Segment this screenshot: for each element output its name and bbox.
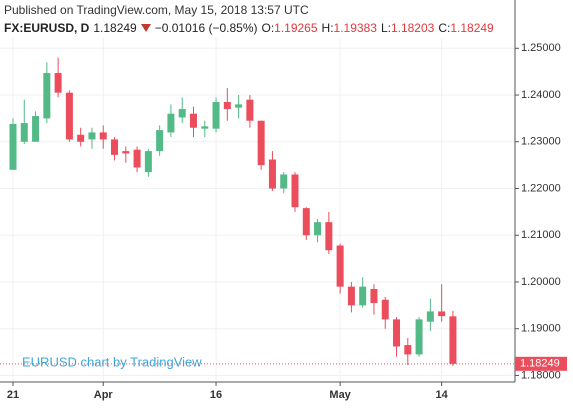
candle-body xyxy=(325,222,333,251)
candle-body xyxy=(302,208,310,236)
candle-body xyxy=(144,151,152,173)
y-tick-label: 1.25000 xyxy=(521,42,561,54)
candle-body xyxy=(426,311,434,322)
price-tag xyxy=(515,356,567,371)
o: 1.19265 xyxy=(274,21,318,35)
l: 1.18203 xyxy=(390,21,435,35)
candle-body xyxy=(336,245,344,287)
y-tick-label: 1.18000 xyxy=(521,369,561,381)
y-tick-label: 1.21000 xyxy=(521,229,561,241)
h-label: H: xyxy=(321,21,334,35)
candle-body xyxy=(54,73,62,93)
candle-body xyxy=(65,92,73,140)
candle-body xyxy=(178,109,186,118)
y-tick-label: 1.22000 xyxy=(521,182,561,194)
candle-body xyxy=(449,316,457,364)
candle-body xyxy=(393,319,401,347)
candle-body xyxy=(111,139,119,155)
down-arrow xyxy=(140,24,151,32)
x-tick-label: 21 xyxy=(7,389,19,401)
candle-body xyxy=(404,345,412,355)
candle-body xyxy=(20,123,28,142)
candle-body xyxy=(280,174,288,189)
ohlc-bar: FX:EURUSD, D 1.18249 −0.01016 (−0.85%) O… xyxy=(4,21,494,35)
x-tick-label: 16 xyxy=(210,389,222,401)
candle-body xyxy=(381,299,389,320)
candle-body xyxy=(88,132,96,140)
change: −0.01016 (−0.85%) xyxy=(154,21,258,35)
candle-body xyxy=(189,113,197,128)
candle-body xyxy=(291,174,299,208)
candle-body xyxy=(9,124,17,170)
symbol: FX:EURUSD, D xyxy=(4,21,90,35)
h: 1.19383 xyxy=(333,21,377,35)
c: 1.18249 xyxy=(450,21,494,35)
candle-body xyxy=(122,151,130,154)
y-tick-label: 1.23000 xyxy=(521,136,561,148)
x-tick-label: May xyxy=(329,389,351,401)
candle-body xyxy=(156,130,164,152)
price-tag-label: 1.18249 xyxy=(520,358,560,370)
candle-body xyxy=(268,159,276,189)
candle-body xyxy=(133,149,141,168)
y-tick-label: 1.20000 xyxy=(521,276,561,288)
x-tick-label: 14 xyxy=(436,389,449,401)
candle-body xyxy=(167,113,175,133)
candle-body xyxy=(212,102,220,129)
y-tick-label: 1.24000 xyxy=(521,89,561,101)
candle-body xyxy=(359,286,367,306)
candle-body xyxy=(246,99,254,121)
candle-body xyxy=(43,73,51,119)
candle-body xyxy=(347,286,355,306)
o-label: O: xyxy=(261,21,275,35)
candle-body xyxy=(235,104,243,108)
candle-body xyxy=(438,311,446,317)
published-note: Published on TradingView.com, May 15, 20… xyxy=(4,3,309,17)
candle-body xyxy=(314,222,322,236)
candle-body xyxy=(257,120,265,166)
candle-body xyxy=(370,288,378,304)
plot-area xyxy=(0,38,515,382)
candle-body xyxy=(99,132,107,140)
x-tick-label: Apr xyxy=(94,389,114,401)
candle-body xyxy=(201,126,209,129)
candle-body xyxy=(415,319,423,355)
watermark: EURUSD chart by TradingView xyxy=(22,354,202,369)
candle-body xyxy=(223,102,231,110)
candle-body xyxy=(32,116,40,142)
y-tick-label: 1.19000 xyxy=(521,323,561,335)
c-label: C: xyxy=(438,21,451,35)
last: 1.18249 xyxy=(93,21,137,35)
l-label: L: xyxy=(380,21,391,35)
candle-body xyxy=(77,134,85,142)
